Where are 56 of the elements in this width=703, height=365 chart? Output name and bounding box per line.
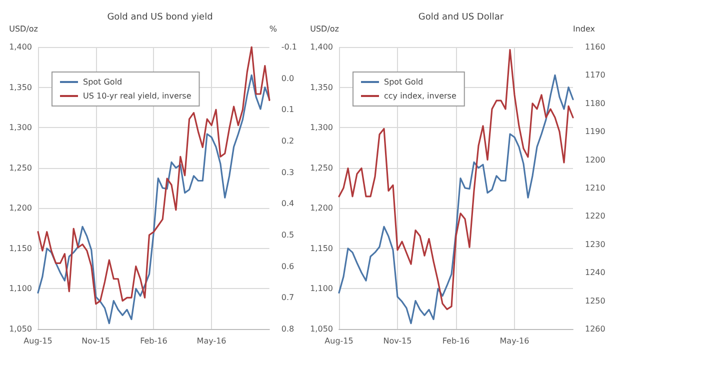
x-tick-label: Aug-15 — [24, 336, 52, 346]
y-tick-label: 1,050 — [9, 324, 32, 334]
y-tick-label: 1,050 — [310, 324, 333, 334]
y2-tick-label: 1220 — [585, 212, 606, 221]
x-tick-label: Aug-15 — [324, 336, 354, 346]
legend-label: Spot Gold — [83, 78, 122, 86]
y-tick-label: 1,400 — [9, 42, 32, 52]
y2-tick-label: 1230 — [585, 240, 606, 249]
y-tick-label: 1,100 — [310, 284, 333, 294]
y2-tick-label: 0.7 — [281, 293, 294, 302]
legend-label: Spot Gold — [384, 78, 424, 86]
y2-tick-label: 1180 — [585, 98, 606, 108]
line-series — [37, 74, 270, 324]
legend-label: US 10-yr real yield, inverse — [83, 92, 192, 100]
y2-tick-label: 0.4 — [281, 199, 294, 208]
y-tick-label: 1,150 — [310, 244, 333, 253]
y2-tick-label: 0.5 — [281, 230, 294, 240]
y2-axis-title: Index — [573, 24, 596, 34]
y-tick-label: 1,200 — [9, 204, 32, 213]
y-tick-label: 1,250 — [9, 163, 32, 172]
y2-tick-label: -0.1 — [281, 42, 297, 52]
y-tick-label: 1,300 — [310, 123, 333, 132]
y-axis-title: USD/oz — [9, 24, 38, 34]
x-tick-label: Feb-16 — [140, 336, 168, 346]
legend-label: ccy index, inverse — [384, 92, 456, 100]
y2-axis-title: % — [269, 24, 278, 34]
chart-title: Gold and US Dollar — [418, 12, 504, 22]
y2-tick-label: 1260 — [585, 324, 606, 334]
x-tick-label: May-16 — [500, 336, 530, 346]
y-axis-title: USD/oz — [310, 24, 339, 34]
y2-tick-label: 1160 — [585, 42, 606, 52]
x-tick-label: Feb-16 — [442, 336, 470, 346]
y-tick-label: 1,350 — [310, 82, 333, 92]
x-tick-label: May-16 — [196, 336, 226, 346]
y2-tick-label: 1210 — [585, 184, 606, 192]
y2-tick-label: 0.1 — [281, 105, 294, 114]
y2-tick-label: 1190 — [585, 127, 606, 136]
y2-tick-label: 1240 — [585, 268, 606, 278]
y-tick-label: 1,200 — [310, 204, 333, 213]
y-tick-label: 1,100 — [9, 284, 32, 294]
x-tick-label: Nov-15 — [82, 336, 110, 346]
y2-tick-label: 0.8 — [281, 324, 294, 334]
y2-tick-label: 1250 — [585, 296, 606, 306]
chart-title: Gold and US bond yield — [107, 12, 213, 22]
y2-tick-label: 0.2 — [281, 136, 294, 146]
y-tick-label: 1,300 — [9, 123, 32, 132]
y-tick-label: 1,400 — [310, 42, 333, 52]
y2-tick-label: 0.3 — [281, 168, 294, 177]
y-tick-label: 1,150 — [9, 244, 32, 253]
y2-tick-label: 0.6 — [281, 262, 294, 271]
y2-tick-label: 1170 — [585, 70, 606, 80]
y2-tick-label: 0.0 — [281, 74, 294, 83]
y2-tick-label: 1200 — [585, 155, 606, 164]
y-tick-label: 1,250 — [310, 163, 333, 172]
x-tick-label: Nov-15 — [383, 336, 412, 346]
y-tick-label: 1,350 — [9, 82, 32, 92]
